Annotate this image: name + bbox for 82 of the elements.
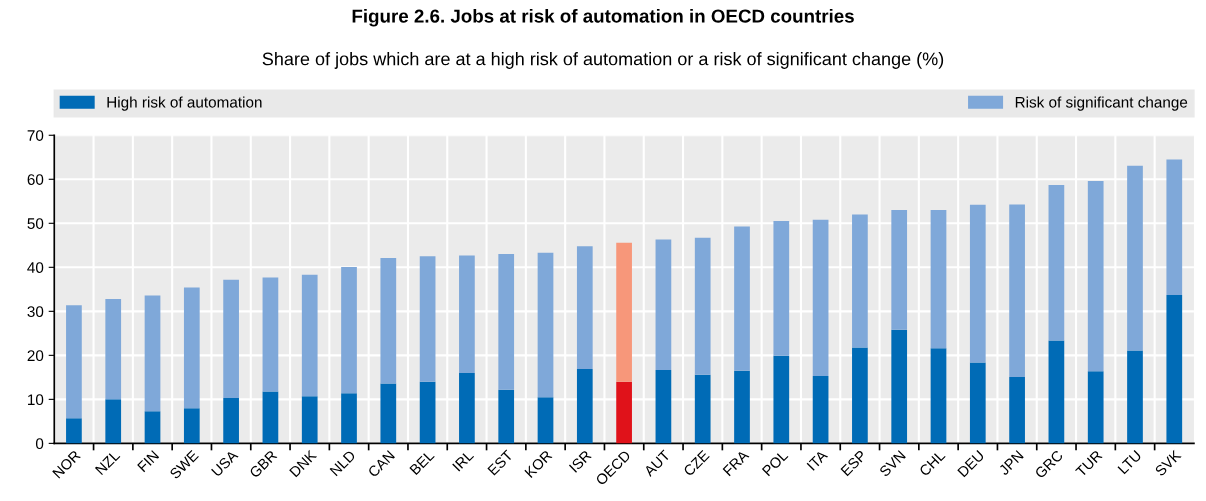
- bar: [537, 252, 554, 398]
- bar: [1048, 185, 1065, 341]
- bar: [812, 376, 829, 444]
- x-tick-label: FRA: [722, 449, 750, 477]
- bar: [891, 210, 908, 330]
- x-tick-label: FIN: [137, 450, 160, 473]
- x-tick-label: IRL: [452, 449, 475, 472]
- bar: [301, 396, 318, 444]
- bar: [852, 347, 868, 444]
- bar: [576, 369, 593, 444]
- bar: [773, 355, 790, 444]
- bar: [1087, 181, 1104, 372]
- bar: [655, 239, 672, 370]
- bar: [734, 226, 750, 371]
- bar: [223, 398, 239, 444]
- y-tick-label: 10: [28, 394, 44, 406]
- bar: [341, 266, 357, 394]
- x-tick-label: BEL: [409, 449, 435, 476]
- bar: [773, 221, 790, 356]
- y-tick-label: 60: [27, 174, 44, 185]
- bar: [969, 204, 986, 363]
- bar: [105, 299, 122, 400]
- bar: [852, 214, 868, 348]
- y-tick-label: 50: [27, 218, 44, 229]
- bar: [498, 254, 515, 390]
- bar: [262, 391, 279, 444]
- y-tick-label: 0: [35, 438, 44, 450]
- y-tick-label: 70: [27, 130, 44, 141]
- bar: [1087, 371, 1104, 444]
- bar: [144, 411, 161, 444]
- bar: [498, 389, 515, 444]
- bar: [459, 255, 475, 373]
- bar: [419, 256, 436, 382]
- x-tick-label: POL: [761, 449, 789, 477]
- bar: [183, 287, 200, 409]
- x-tick-label: TUR: [1075, 449, 1103, 478]
- bar: [1009, 376, 1025, 444]
- bar: [694, 374, 711, 444]
- bar: [1127, 165, 1143, 351]
- legend-label: Risk of significant change: [1015, 96, 1188, 111]
- bar: [223, 279, 239, 399]
- bar: [105, 399, 122, 444]
- bar: [144, 295, 161, 412]
- bar: [1127, 350, 1143, 444]
- x-tick-label: LTU: [1117, 450, 1142, 475]
- bar: [734, 370, 750, 444]
- bar: [969, 362, 986, 444]
- x-tick-label: USA: [210, 449, 239, 477]
- legend-label: High risk of automation: [107, 96, 262, 111]
- bar: [930, 348, 947, 444]
- bar: [812, 219, 829, 377]
- bar: [1166, 159, 1183, 296]
- y-tick-label: 20: [27, 350, 44, 362]
- bar: [694, 237, 711, 375]
- x-tick-label: CHL: [918, 449, 946, 477]
- bar: [1166, 295, 1183, 444]
- bar: [576, 246, 593, 369]
- x-tick-label: ISR: [568, 449, 592, 473]
- bar: [459, 372, 475, 444]
- bar: [262, 277, 279, 392]
- bar: [419, 381, 436, 444]
- bar: [537, 397, 554, 444]
- bar: [341, 393, 357, 444]
- chart-subtitle: Share of jobs which are at a high risk of automation or a risk of significant change (%): [262, 52, 944, 69]
- bar: [616, 242, 632, 382]
- bar: [66, 305, 82, 419]
- bar: [891, 329, 908, 444]
- y-tick-label: 30: [27, 306, 44, 318]
- x-tick-label: NZL: [94, 449, 121, 476]
- bar: [66, 418, 82, 444]
- bar: [183, 408, 200, 444]
- chart-title: Figure 2.6. Jobs at risk of automation in OECD countries: [352, 8, 854, 27]
- bar: [301, 274, 318, 397]
- bar: [616, 381, 632, 444]
- bar: [380, 383, 397, 444]
- bar: [930, 210, 947, 349]
- bar: [1048, 340, 1065, 444]
- x-tick-label: ITA: [806, 449, 829, 471]
- bar: [655, 369, 672, 444]
- y-tick-label: 40: [27, 262, 44, 274]
- bar: [1009, 204, 1025, 377]
- bar: [380, 258, 397, 384]
